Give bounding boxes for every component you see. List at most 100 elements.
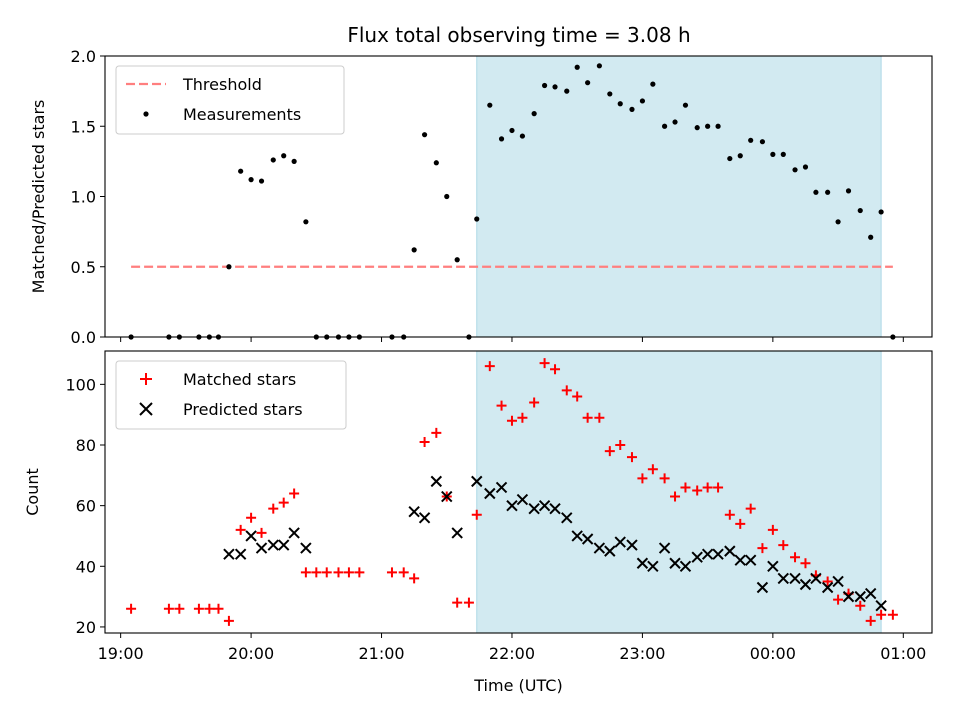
measurement-point — [303, 219, 309, 225]
matched-stars-point — [452, 597, 463, 608]
matched-stars-point — [386, 567, 397, 578]
predicted-stars-point — [471, 475, 483, 488]
predicted-stars-point — [549, 502, 561, 515]
measurement-point — [650, 81, 656, 87]
matched-stars-point — [333, 567, 344, 578]
measurement-point — [411, 247, 417, 253]
predicted-stars-point — [223, 548, 235, 560]
matched-stars-point — [398, 567, 409, 578]
predicted-stars-point — [864, 587, 877, 600]
matched-stars-point — [539, 358, 550, 369]
predicted-stars-point — [691, 551, 703, 563]
predicted-stars-point — [528, 502, 540, 515]
matched-stars-point — [321, 567, 332, 578]
measurement-point — [248, 177, 254, 183]
matched-stars-point — [887, 609, 898, 620]
measurement-point — [813, 189, 819, 195]
count-panel: 20 40 60 80 100 19:00 20:00 21:00 22:00 23:00 00:0… — [23, 350, 933, 695]
predicted-stars-point — [495, 481, 508, 494]
matched-stars-point — [163, 603, 174, 614]
predicted-stars-point — [451, 527, 463, 539]
measurement-point — [574, 64, 580, 70]
measurement-point — [258, 178, 265, 184]
measurement-point — [792, 167, 798, 173]
predicted-stars-point — [234, 548, 247, 560]
measurement-point — [238, 168, 244, 174]
measurement-point — [868, 234, 874, 240]
bottom-legend-label: Predicted stars — [183, 400, 303, 419]
top-y-tick-label: 1.5 — [71, 117, 96, 136]
matched-stars-point — [647, 464, 658, 475]
matched-stars-point — [506, 415, 517, 426]
measurement-point — [487, 102, 493, 108]
matched-stars-point — [582, 412, 593, 423]
measurement-point — [454, 257, 460, 263]
matched-stars-point — [235, 524, 246, 535]
measurement-point — [770, 151, 776, 157]
top-y-tick-label: 0.5 — [71, 258, 96, 277]
measurement-point — [727, 155, 733, 162]
measurement-point — [531, 111, 537, 117]
bottom-observing-window — [476, 351, 882, 633]
measurement-point — [694, 125, 700, 131]
predicted-stars-point — [516, 493, 529, 506]
top-legend: Threshold Measurements — [115, 65, 345, 135]
predicted-stars-point — [734, 554, 746, 566]
measurement-point — [682, 102, 689, 108]
predicted-stars-point — [418, 512, 431, 524]
matched-stars-point — [692, 485, 703, 496]
measurement-point — [291, 158, 297, 164]
matched-stars-point — [300, 567, 311, 578]
matched-stars-point — [484, 361, 495, 372]
chart-title: Flux total observing time = 3.08 h — [347, 23, 690, 47]
measurement-point — [835, 219, 841, 225]
matched-stars-point — [223, 615, 234, 626]
matched-stars-point — [517, 412, 528, 423]
matched-stars-point — [637, 473, 648, 484]
matched-stars-point — [757, 543, 768, 554]
matched-stars-point — [855, 600, 866, 611]
bottom-axes-frame — [104, 350, 933, 634]
predicted-stars-point — [669, 557, 681, 569]
measurement-point — [498, 136, 505, 142]
measurement-point — [564, 88, 570, 94]
matched-stars-point — [615, 440, 626, 450]
measurement-point — [705, 123, 711, 129]
top-legend-label: Measurements — [183, 105, 301, 124]
measurement-point — [519, 133, 526, 139]
predicted-stars-point — [538, 499, 551, 512]
predicted-stars-point — [626, 539, 638, 551]
predicted-stars-point — [506, 499, 518, 512]
bottom-y-axis-label: Count — [23, 468, 42, 516]
predicted-stars-point — [604, 545, 616, 557]
measurement-point — [596, 63, 602, 69]
matched-stars-point — [626, 452, 637, 463]
measurement-point — [270, 157, 276, 163]
matched-stars-point — [213, 603, 224, 614]
bottom-y-tick-label: 20 — [76, 618, 96, 637]
predicted-stars-point — [810, 572, 822, 585]
predicted-stars-point — [277, 539, 290, 551]
measurement-point — [845, 188, 852, 194]
measurement-point — [878, 209, 884, 215]
predicted-stars-point — [789, 572, 801, 585]
predicted-stars-point — [658, 542, 671, 554]
bottom-y-tick-label: 40 — [76, 557, 96, 576]
bottom-legend: Matched stars Predicted stars — [115, 360, 347, 430]
matched-stars-point — [735, 518, 746, 529]
predicted-stars-point — [756, 581, 769, 594]
matched-stars-point — [343, 567, 354, 578]
top-y-tick-label: 0.0 — [71, 328, 96, 347]
measurement-point — [639, 98, 646, 104]
bottom-legend-label: Matched stars — [183, 370, 296, 389]
predicted-stars-point — [255, 542, 268, 554]
x-tick-label: 00:00 — [750, 644, 796, 663]
predicted-stars-point — [245, 530, 257, 542]
predicted-stars-point — [854, 590, 866, 603]
matched-stars-point — [268, 503, 279, 514]
matched-stars-point — [550, 364, 561, 375]
measurement-point — [509, 127, 515, 134]
predicted-stars-point — [636, 557, 649, 569]
top-y-tick-label: 1.0 — [71, 188, 96, 207]
legend-predicted-stars-swatch — [139, 402, 153, 416]
